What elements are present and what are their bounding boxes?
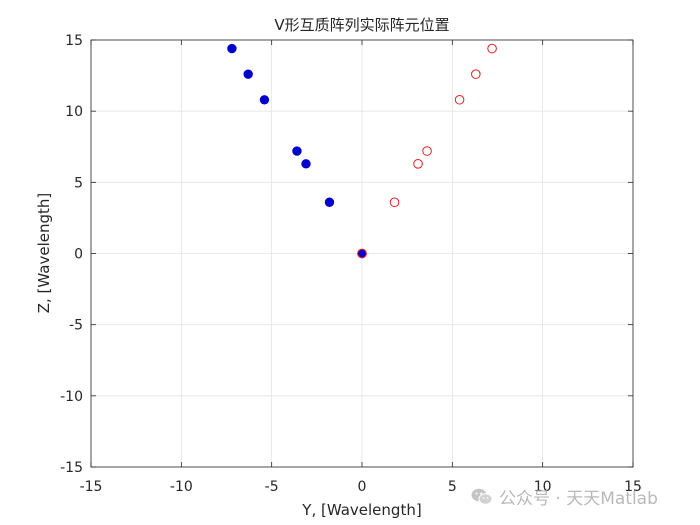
y-tick-label: 5 (74, 175, 83, 191)
x-tick-label: 5 (448, 479, 457, 495)
filled-marker (227, 43, 237, 54)
watermark: 公众号 · 天天Matlab (471, 484, 658, 509)
y-tick-label: 0 (74, 247, 83, 263)
open-marker (422, 146, 432, 156)
y-axis-label: Z, [Wavelength] (35, 193, 53, 314)
open-marker (454, 94, 465, 105)
open-marker (389, 197, 400, 208)
open-marker (487, 43, 497, 54)
data-markers (227, 43, 497, 259)
watermark-text: 公众号 · 天天Matlab (499, 489, 658, 509)
open-marker (471, 69, 481, 79)
y-tick-label: 10 (65, 104, 83, 120)
x-tick-label: -5 (265, 479, 279, 495)
open-marker (357, 248, 367, 259)
x-tick-label: 0 (358, 479, 367, 495)
x-tick-label: 10 (534, 479, 552, 495)
filled-marker (259, 95, 270, 105)
y-tick-label: -15 (60, 460, 83, 476)
filled-marker (324, 197, 335, 207)
filled-marker (243, 69, 253, 79)
x-tick-label: -15 (80, 479, 103, 495)
y-tick-label: -10 (60, 389, 83, 405)
y-tick-label: -5 (69, 318, 83, 334)
wechat-icon (471, 488, 493, 505)
x-tick-label: 15 (624, 479, 642, 495)
open-marker (413, 159, 423, 169)
filled-marker (301, 159, 311, 169)
axis-ticks: -15 -10 -5 0 5 10 15 -15 -10 -5 0 5 10 15 (60, 33, 642, 495)
x-tick-label: -10 (170, 479, 193, 495)
y-tick-label: 15 (65, 33, 83, 49)
filled-marker (292, 146, 302, 156)
x-axis-label: Y, [Wavelength] (301, 501, 421, 519)
chart-title: V形互质阵列实际阵元位置 (274, 16, 449, 34)
